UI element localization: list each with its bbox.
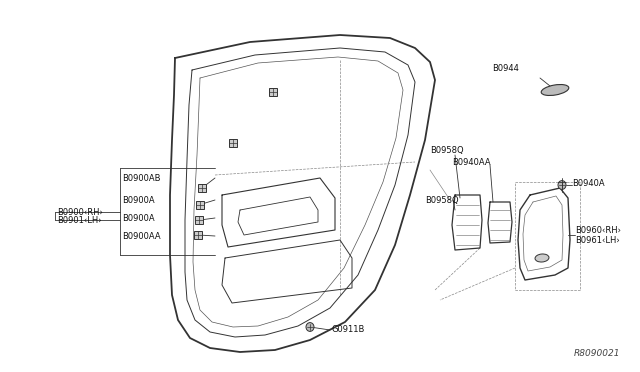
Text: B0960‹RH›: B0960‹RH› — [575, 225, 621, 234]
Ellipse shape — [306, 323, 314, 331]
Text: B0961‹LH›: B0961‹LH› — [575, 235, 620, 244]
Text: B0900A: B0900A — [122, 214, 155, 222]
Bar — [229, 139, 237, 147]
Text: R8090021: R8090021 — [573, 349, 620, 358]
Text: B0940AA: B0940AA — [452, 157, 491, 167]
Text: B0958Q: B0958Q — [425, 196, 459, 205]
Bar — [269, 88, 277, 96]
Text: B0940A: B0940A — [572, 179, 605, 187]
Bar — [196, 201, 204, 209]
Text: B0958Q: B0958Q — [430, 145, 463, 154]
Text: B0900A: B0900A — [122, 196, 155, 205]
Bar — [195, 216, 203, 224]
Bar — [198, 184, 206, 192]
Text: B0900‹RH›: B0900‹RH› — [57, 208, 103, 217]
Text: B0944: B0944 — [492, 64, 519, 73]
Text: B0900AB: B0900AB — [122, 173, 161, 183]
Text: G0911B: G0911B — [332, 326, 365, 334]
Bar — [194, 231, 202, 239]
Ellipse shape — [558, 180, 566, 189]
Ellipse shape — [541, 84, 569, 96]
Ellipse shape — [535, 254, 549, 262]
Text: B0901‹LH›: B0901‹LH› — [57, 215, 102, 224]
Text: B0900AA: B0900AA — [122, 231, 161, 241]
